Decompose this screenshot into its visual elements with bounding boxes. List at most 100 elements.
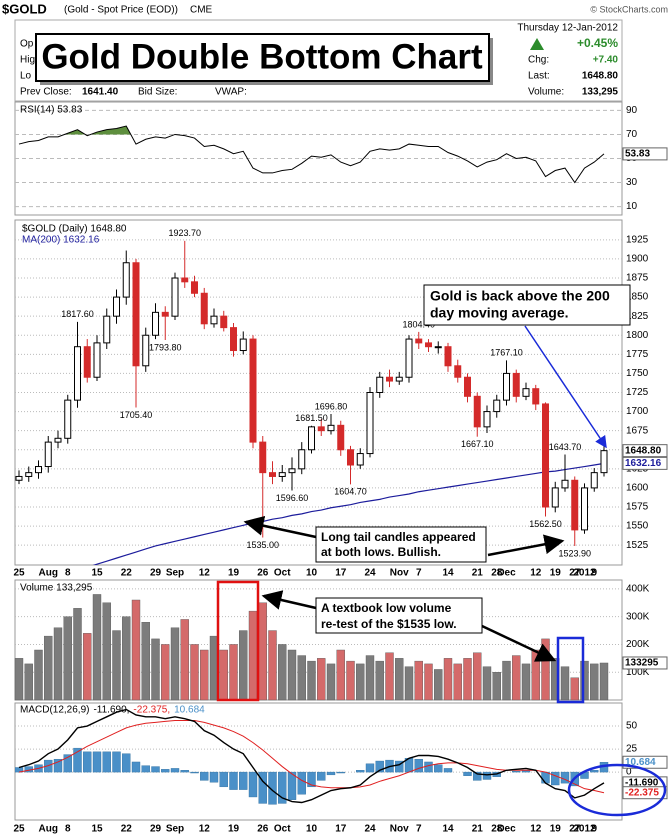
x-tick-label: 26 [257, 568, 269, 579]
price-label: 1705.40 [120, 410, 153, 420]
macd-histogram [239, 771, 248, 790]
macd-histogram [219, 771, 228, 788]
x-tick-label: 12 [199, 824, 211, 835]
macd-histogram [53, 758, 63, 773]
x-tick-label: 27 [569, 568, 581, 579]
x-tick-label: 12 [530, 568, 542, 579]
vwap-label: VWAP: [215, 87, 247, 98]
legend: MACD(12,26,9) [20, 705, 89, 716]
volume-bar [63, 616, 72, 701]
y-tick-label: 1725 [626, 387, 649, 398]
y-tick-label: 400K [626, 584, 650, 595]
volume-bar [219, 649, 228, 701]
legend: $GOLD (Daily) 1648.80 [22, 224, 127, 235]
macd-histogram [297, 771, 306, 795]
x-tick-label: 14 [442, 824, 454, 835]
candle-body [171, 277, 179, 317]
price-label: 1817.60 [61, 309, 94, 319]
prev-close-label: Prev Close: [20, 87, 72, 98]
x-tick-label: 24 [364, 824, 376, 835]
candle-body [317, 426, 325, 432]
price-label: 1923.70 [168, 228, 201, 238]
macd-histogram [170, 768, 180, 773]
macd-histogram [73, 747, 82, 773]
volume-bar [141, 622, 150, 701]
candle-body [590, 472, 598, 489]
volume-bar [443, 658, 453, 701]
arrow [487, 534, 565, 557]
value-tag-text: 133295 [625, 658, 659, 669]
volume-bar [161, 644, 170, 701]
candle-body [600, 450, 608, 474]
x-tick-label: Aug [39, 824, 58, 835]
macd-plot [15, 708, 609, 805]
volume-bar [336, 649, 345, 701]
candle-body [74, 346, 81, 401]
volume-bar [395, 658, 404, 701]
candle-body [64, 399, 72, 439]
candle-body [415, 338, 423, 344]
y-tick-label: 1700 [626, 406, 649, 417]
macd-histogram [365, 763, 375, 773]
low-label: Lo [20, 71, 32, 82]
candle-body [483, 411, 491, 428]
x-tick-label: Nov [390, 568, 409, 579]
candle-body [278, 472, 286, 477]
candle-body [200, 292, 208, 325]
price-plot [15, 240, 608, 565]
y-tick-label: 0 [626, 767, 632, 778]
macd-histogram [395, 760, 404, 773]
x-tick-label: 19 [228, 824, 240, 835]
y-tick-label: 1775 [626, 349, 649, 360]
volume-bar [482, 666, 492, 701]
y-tick-label: 1525 [626, 540, 649, 551]
macd-histogram [541, 771, 550, 784]
legend: 10.684 [174, 705, 205, 716]
macd-histogram [326, 771, 336, 776]
value-tag-text: 1648.80 [625, 445, 662, 456]
change-pct: +0.45% [577, 36, 618, 50]
volume-bar [512, 655, 521, 701]
candle-body [230, 327, 237, 352]
x-tick-label: 12 [530, 824, 542, 835]
volume-bar [590, 663, 599, 701]
value-tag-text: -22.375 [625, 787, 659, 798]
macd-histogram [141, 765, 150, 773]
candle-body [454, 365, 462, 378]
price-label: 1535.00 [246, 540, 279, 550]
candle-body [15, 475, 23, 481]
candle-body [503, 372, 510, 401]
x-tick-label: 2012 [573, 568, 596, 579]
value-tag [622, 456, 668, 470]
x-tick-label: 2012 [573, 824, 596, 835]
y-tick-label: 1550 [626, 521, 649, 532]
candle-body [132, 262, 140, 367]
bid-label: Bid Size: [138, 87, 177, 98]
volume-bar [424, 663, 433, 701]
volume-bar [24, 663, 33, 701]
volume-bar [541, 638, 550, 701]
candle-body [464, 376, 471, 397]
annotation-box [315, 597, 483, 634]
candle-body [269, 472, 276, 477]
x-tick-label: 17 [335, 824, 347, 835]
chg: +7.40 [593, 55, 619, 66]
volume-bar [385, 652, 394, 701]
macd-histogram [590, 770, 599, 773]
macd-histogram [287, 771, 297, 800]
volume-bar [307, 660, 316, 701]
candle-body [142, 334, 150, 367]
candle-body [434, 346, 442, 349]
macd-histogram [356, 770, 365, 773]
value-tag-text: -11.690 [625, 778, 659, 789]
legend: MA(200) 1632.16 [22, 235, 100, 246]
volume-bar [346, 660, 355, 701]
annotation: re-test of the $1535 low. [321, 617, 457, 631]
price-label: 1562.50 [529, 519, 562, 529]
candle-body [512, 372, 520, 397]
volume-bar [473, 652, 482, 701]
macd-histogram [190, 771, 199, 774]
x-tick-label: Oct [274, 568, 291, 579]
arrow [524, 325, 607, 449]
volume-bar [521, 663, 531, 701]
